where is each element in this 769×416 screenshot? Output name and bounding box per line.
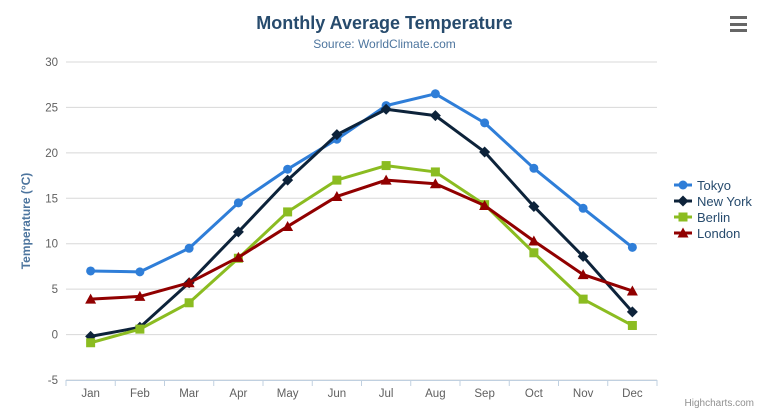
legend-item-new-york[interactable]: New York bbox=[674, 193, 752, 209]
y-tick-label: 25 bbox=[45, 102, 58, 114]
legend-marker-shape[interactable] bbox=[677, 227, 689, 238]
data-point-berlin[interactable] bbox=[627, 320, 637, 330]
x-axis bbox=[65, 380, 658, 386]
hamburger-menu-icon bbox=[730, 29, 747, 32]
legend-item-london[interactable]: London bbox=[674, 225, 752, 241]
data-point-new-york[interactable] bbox=[232, 226, 244, 238]
data-point-tokyo[interactable] bbox=[578, 203, 588, 213]
data-point-tokyo[interactable] bbox=[430, 89, 440, 99]
legend-label: London bbox=[697, 225, 741, 241]
x-axis-labels: Jan Feb Mar Apr May Jun Jul Aug Sep Oct Nov Dec bbox=[81, 388, 642, 400]
data-point-tokyo[interactable] bbox=[283, 164, 293, 174]
data-point-berlin[interactable] bbox=[135, 324, 145, 334]
x-tick-label: Sep bbox=[474, 388, 494, 400]
legend-label: Berlin bbox=[697, 209, 731, 225]
data-point-new-york[interactable] bbox=[528, 200, 540, 212]
x-tick-label: Aug bbox=[425, 388, 445, 400]
data-point-new-york[interactable] bbox=[479, 146, 491, 158]
legend-marker-shape[interactable] bbox=[678, 212, 688, 222]
data-point-berlin[interactable] bbox=[381, 161, 391, 171]
hamburger-menu-icon bbox=[730, 16, 747, 19]
export-menu-button[interactable] bbox=[727, 14, 751, 34]
data-point-new-york[interactable] bbox=[429, 110, 441, 122]
y-tick-label: 5 bbox=[52, 284, 58, 296]
data-point-london[interactable] bbox=[577, 269, 589, 280]
x-tick-label: Mar bbox=[179, 388, 199, 400]
data-point-new-york[interactable] bbox=[577, 250, 589, 262]
chart-subtitle: Source: WorldClimate.com bbox=[313, 37, 456, 51]
x-tick-label: Oct bbox=[525, 388, 544, 400]
x-tick-label: Dec bbox=[622, 388, 643, 400]
x-tick-label: Jan bbox=[81, 388, 100, 400]
data-point-tokyo[interactable] bbox=[135, 267, 145, 277]
series-tokyo[interactable] bbox=[86, 89, 637, 277]
series-line-berlin[interactable] bbox=[89, 164, 634, 345]
y-tick-label: -5 bbox=[48, 375, 58, 387]
data-point-tokyo[interactable] bbox=[86, 266, 96, 276]
data-point-berlin[interactable] bbox=[184, 298, 194, 308]
y-tick-label: 20 bbox=[45, 148, 58, 160]
legend-marker-shape[interactable] bbox=[677, 195, 689, 207]
chart-legend: Tokyo New York Berlin London bbox=[674, 177, 752, 241]
y-axis-labels: -5 0 5 10 15 20 25 30 bbox=[45, 57, 58, 387]
x-tick-label: Jun bbox=[328, 388, 347, 400]
chart-title: Monthly Average Temperature bbox=[256, 13, 513, 33]
legend-marker-circle-icon bbox=[674, 180, 692, 190]
data-point-berlin[interactable] bbox=[529, 248, 539, 258]
y-tick-label: 30 bbox=[45, 57, 58, 69]
x-tick-label: May bbox=[277, 388, 299, 400]
series-new-york[interactable] bbox=[85, 103, 638, 342]
y-axis-title: Temperature (°C) bbox=[19, 173, 33, 270]
data-point-london[interactable] bbox=[626, 285, 638, 296]
data-point-london[interactable] bbox=[134, 290, 146, 301]
data-point-tokyo[interactable] bbox=[184, 243, 194, 253]
x-tick-label: Nov bbox=[573, 388, 594, 400]
data-point-london[interactable] bbox=[331, 190, 343, 201]
legend-marker-square-icon bbox=[674, 212, 692, 222]
data-point-tokyo[interactable] bbox=[627, 242, 637, 252]
data-point-london[interactable] bbox=[183, 277, 195, 288]
data-point-tokyo[interactable] bbox=[480, 118, 490, 128]
x-tick-label: Jul bbox=[379, 388, 394, 400]
data-point-berlin[interactable] bbox=[578, 294, 588, 304]
data-point-new-york[interactable] bbox=[380, 103, 392, 115]
legend-marker-triangle-icon bbox=[674, 227, 692, 238]
data-point-london[interactable] bbox=[429, 178, 441, 189]
y-gridlines bbox=[66, 61, 657, 381]
data-point-berlin[interactable] bbox=[332, 175, 342, 185]
data-point-tokyo[interactable] bbox=[529, 163, 539, 173]
legend-marker-diamond-icon bbox=[674, 195, 692, 207]
legend-item-berlin[interactable]: Berlin bbox=[674, 209, 752, 225]
hamburger-menu-icon bbox=[730, 22, 747, 26]
credits-link[interactable]: Highcharts.com bbox=[684, 398, 754, 409]
legend-marker-shape[interactable] bbox=[678, 180, 688, 190]
data-point-london[interactable] bbox=[85, 293, 97, 304]
x-tick-label: Apr bbox=[229, 388, 247, 400]
legend-label: Tokyo bbox=[697, 177, 731, 193]
data-point-new-york[interactable] bbox=[626, 306, 638, 318]
series-line-new-york[interactable] bbox=[89, 107, 634, 338]
legend-label: New York bbox=[697, 193, 752, 209]
series-line-london[interactable] bbox=[89, 178, 634, 301]
y-tick-label: 10 bbox=[45, 239, 58, 251]
series-london[interactable] bbox=[85, 174, 638, 304]
data-point-berlin[interactable] bbox=[283, 207, 293, 217]
data-point-london[interactable] bbox=[380, 174, 392, 185]
data-point-new-york[interactable] bbox=[331, 129, 343, 141]
y-tick-label: 0 bbox=[52, 330, 58, 342]
data-point-london[interactable] bbox=[282, 220, 294, 231]
x-tick-label: Feb bbox=[130, 388, 150, 400]
legend-item-tokyo[interactable]: Tokyo bbox=[674, 177, 752, 193]
data-point-tokyo[interactable] bbox=[233, 198, 243, 208]
data-point-berlin[interactable] bbox=[86, 338, 96, 348]
data-point-london[interactable] bbox=[528, 235, 540, 246]
data-point-new-york[interactable] bbox=[282, 174, 294, 186]
y-tick-label: 15 bbox=[45, 193, 58, 205]
data-point-london[interactable] bbox=[479, 200, 491, 211]
data-point-berlin[interactable] bbox=[430, 167, 440, 177]
data-point-london[interactable] bbox=[232, 251, 244, 262]
